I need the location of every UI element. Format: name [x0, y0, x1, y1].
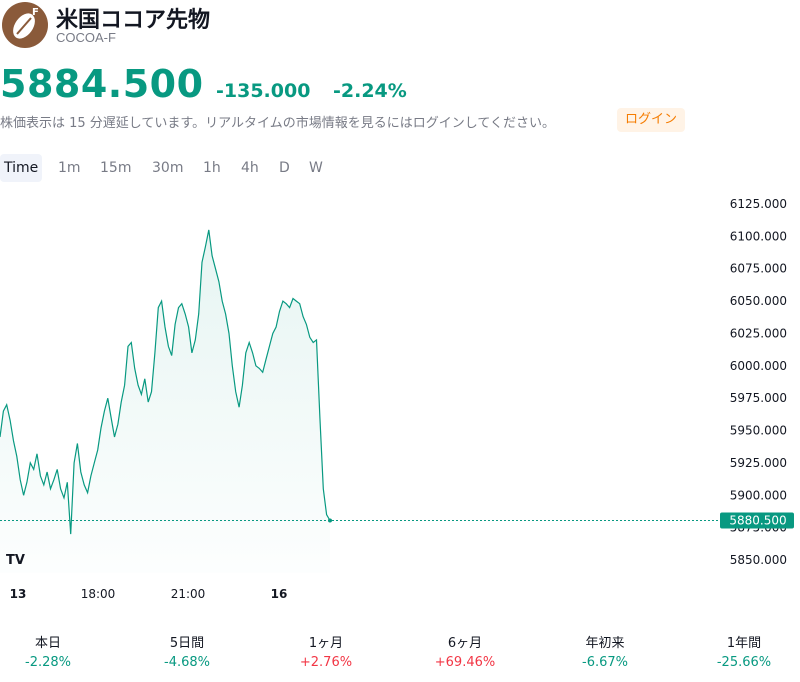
tab-15m[interactable]: 15m — [96, 154, 135, 182]
period-value: +69.46% — [434, 655, 496, 670]
y-tick-label: 6025.000 — [730, 326, 787, 340]
y-tick-label: 5900.000 — [730, 488, 787, 502]
tab-30m[interactable]: 30m — [148, 154, 187, 182]
period-1y[interactable]: 1年間 -25.66% — [689, 634, 799, 672]
price-line — [0, 229, 331, 535]
period-value: +2.76% — [299, 655, 353, 670]
tab-w[interactable]: W — [305, 154, 327, 182]
x-tick-label: 18:00 — [81, 587, 116, 601]
y-tick-label: 5975.000 — [730, 391, 787, 405]
x-axis: 13 18:00 21:00 16 — [10, 587, 288, 601]
period-today[interactable]: 本日 -2.28% — [0, 634, 103, 672]
tradingview-logo-icon[interactable]: TV — [6, 553, 25, 568]
tab-d[interactable]: D — [275, 154, 294, 182]
tab-1h[interactable]: 1h — [199, 154, 225, 182]
last-price-label: 5880.500 — [720, 512, 794, 529]
period-1m[interactable]: 1ヶ月 +2.76% — [271, 634, 381, 672]
x-tick-label: 13 — [10, 587, 27, 601]
period-value: -6.67% — [582, 655, 628, 670]
logo-letter: F — [32, 7, 39, 18]
period-label: 本日 — [34, 636, 61, 651]
y-tick-label: 6075.000 — [730, 262, 787, 276]
period-5d[interactable]: 5日間 -4.68% — [132, 634, 242, 672]
period-label: 6ヶ月 — [447, 636, 483, 651]
price-change: -135.000 — [216, 80, 311, 102]
price-chart[interactable]: 6125.000 6100.000 6075.000 6050.000 6025.000… — [0, 190, 800, 610]
period-label: 1ヶ月 — [308, 636, 344, 651]
quote-row: 5884.500 -135.000 -2.24% — [0, 62, 800, 108]
tab-time[interactable]: Time — [0, 154, 43, 182]
period-6m[interactable]: 6ヶ月 +69.46% — [410, 634, 520, 672]
y-tick-label: 5950.000 — [730, 424, 787, 438]
period-value: -2.28% — [25, 655, 71, 670]
y-tick-label: 5925.000 — [730, 456, 787, 470]
performance-summary: 本日 -2.28% 5日間 -4.68% 1ヶ月 +2.76% 6ヶ月 +69.… — [0, 634, 800, 674]
period-label: 1年間 — [726, 636, 762, 651]
last-price-dot — [328, 518, 332, 523]
x-tick-label: 21:00 — [171, 587, 206, 601]
x-tick-label: 16 — [271, 587, 288, 601]
price-area — [0, 229, 330, 573]
svg-text:TV: TV — [6, 553, 25, 568]
period-value: -4.68% — [164, 655, 210, 670]
cocoa-bean-icon: F — [2, 2, 48, 48]
ticker-symbol: COCOA-F — [56, 30, 116, 45]
delay-notice: 株価表示は 15 分遅延しています。リアルタイムの市場情報を見るにはログインして… — [0, 116, 555, 131]
last-price: 5884.500 — [0, 62, 204, 106]
tab-1m[interactable]: 1m — [54, 154, 85, 182]
tab-4h[interactable]: 4h — [237, 154, 263, 182]
y-tick-label: 5850.000 — [730, 553, 787, 567]
period-label: 年初来 — [585, 636, 625, 651]
symbol-header: F 米国ココア先物 COCOA-F — [0, 0, 800, 52]
y-tick-label: 6000.000 — [730, 359, 787, 373]
login-button[interactable]: ログイン — [617, 108, 686, 132]
y-tick-label: 6100.000 — [730, 229, 787, 243]
y-tick-label: 6050.000 — [730, 294, 787, 308]
page-title: 米国ココア先物 — [56, 8, 211, 33]
period-label: 5日間 — [169, 636, 205, 651]
price-change-percent: -2.24% — [333, 80, 407, 102]
period-value: -25.66% — [716, 655, 772, 670]
y-tick-label: 6125.000 — [730, 197, 787, 211]
y-axis: 6125.000 6100.000 6075.000 6050.000 6025.000… — [730, 197, 787, 567]
svg-text:5880.500: 5880.500 — [729, 514, 786, 528]
period-ytd[interactable]: 年初来 -6.67% — [550, 634, 660, 672]
